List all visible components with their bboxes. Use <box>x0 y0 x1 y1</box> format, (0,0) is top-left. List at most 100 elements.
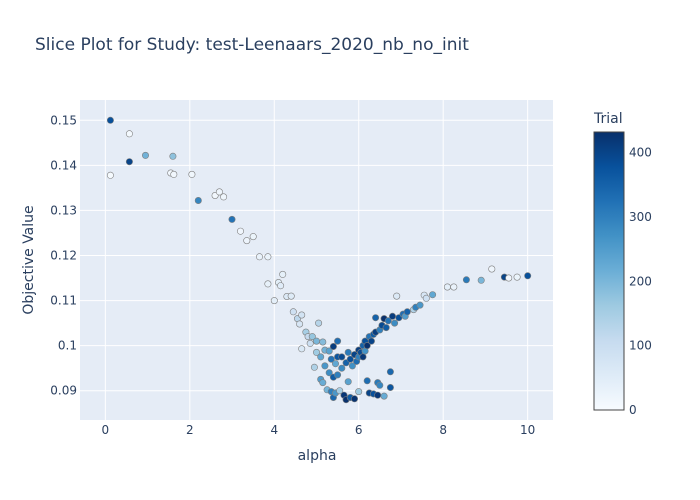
trial-point <box>277 282 285 290</box>
trial-point <box>319 338 327 346</box>
trial-point <box>336 387 344 395</box>
y-tick-label: 0.15 <box>50 113 77 127</box>
colorbar-tick-label: 300 <box>629 210 652 224</box>
trial-point <box>325 347 333 355</box>
y-tick-label: 0.1 <box>58 339 77 353</box>
trial-point <box>279 270 287 278</box>
y-axis-ticks: 0.09 0.1 0.11 0.12 0.13 0.14 0.15 <box>50 113 77 397</box>
x-tick-label: 2 <box>186 423 194 437</box>
trial-point <box>255 253 263 261</box>
colorbar-tick-label: 400 <box>629 146 652 160</box>
trial-point <box>346 355 354 363</box>
x-tick-label: 8 <box>439 423 447 437</box>
trial-point <box>188 170 196 178</box>
x-axis-title: alpha <box>298 448 337 464</box>
trial-point <box>315 319 323 327</box>
trial-point <box>249 233 257 241</box>
trial-point <box>450 283 458 291</box>
data-points <box>106 116 532 404</box>
trial-point <box>386 368 394 376</box>
trial-point <box>327 355 335 363</box>
trial-point <box>287 292 295 300</box>
trial-point <box>317 353 325 361</box>
trial-point <box>462 276 470 284</box>
trial-point <box>296 320 304 328</box>
colorbar-tick-label: 0 <box>629 403 637 417</box>
x-tick-label: 6 <box>355 423 363 437</box>
trial-point <box>350 395 358 403</box>
trial-point <box>513 273 521 281</box>
y-tick-label: 0.14 <box>50 158 77 172</box>
trial-point <box>344 348 352 356</box>
trial-point <box>243 237 251 245</box>
trial-point <box>106 171 114 179</box>
trial-point <box>348 362 356 370</box>
y-tick-label: 0.09 <box>50 384 77 398</box>
trial-point <box>125 130 133 138</box>
colorbar <box>593 131 625 411</box>
trial-point <box>310 363 318 371</box>
trial-point <box>393 292 401 300</box>
trial-point <box>429 291 437 299</box>
trial-point <box>312 348 320 356</box>
y-axis-title: Objective Value <box>21 205 37 314</box>
trial-point <box>170 170 178 178</box>
chart-title: Slice Plot for Study: test-Leenaars_2020… <box>35 35 469 55</box>
trial-point <box>403 308 411 316</box>
trial-point <box>386 383 394 391</box>
trial-point <box>363 377 371 385</box>
trial-point <box>391 319 399 327</box>
y-tick-label: 0.13 <box>50 203 77 217</box>
trial-point <box>142 151 150 159</box>
trial-point <box>422 294 430 302</box>
trial-point <box>334 371 342 379</box>
trial-point <box>382 324 390 332</box>
trial-point <box>289 308 297 316</box>
colorbar-tick-label: 100 <box>629 339 652 353</box>
x-tick-label: 0 <box>102 423 110 437</box>
y-tick-label: 0.12 <box>50 248 77 262</box>
trial-point <box>416 301 424 309</box>
trial-point <box>298 345 306 353</box>
trial-point <box>505 274 513 282</box>
trial-point <box>306 339 314 347</box>
trial-point <box>338 353 346 361</box>
trial-point <box>359 353 367 361</box>
trial-point <box>331 360 339 368</box>
trial-point <box>321 362 329 370</box>
plot-area <box>80 100 553 420</box>
trial-point <box>338 364 346 372</box>
trial-point <box>524 272 532 280</box>
trial-point <box>488 265 496 273</box>
x-tick-label: 10 <box>520 423 535 437</box>
trial-point <box>376 381 384 389</box>
trial-point <box>228 215 236 223</box>
trial-point <box>355 388 363 396</box>
trial-point <box>329 342 337 350</box>
trial-point <box>125 158 133 166</box>
trial-point <box>380 392 388 400</box>
trial-point <box>477 276 485 284</box>
y-tick-label: 0.11 <box>50 294 77 308</box>
trial-point <box>372 314 380 322</box>
trial-point <box>220 193 228 201</box>
trial-point <box>312 337 320 345</box>
trial-point <box>384 317 392 325</box>
trial-point <box>264 253 272 261</box>
trial-point <box>363 342 371 350</box>
colorbar-tick-label: 200 <box>629 274 652 288</box>
grid <box>80 100 553 420</box>
colorbar-ticks: 0 100 200 300 400 <box>629 146 652 417</box>
trial-point <box>388 312 396 320</box>
trial-point <box>215 188 223 196</box>
x-tick-label: 4 <box>270 423 278 437</box>
trial-point <box>319 379 327 387</box>
trial-point <box>270 297 278 305</box>
x-axis-ticks: 0 2 4 6 8 10 <box>102 423 536 437</box>
trial-point <box>169 152 177 160</box>
trial-point <box>374 391 382 399</box>
trial-point <box>237 227 245 235</box>
colorbar-title: Trial <box>593 111 623 127</box>
trial-point <box>308 333 316 341</box>
trial-point <box>194 197 202 205</box>
